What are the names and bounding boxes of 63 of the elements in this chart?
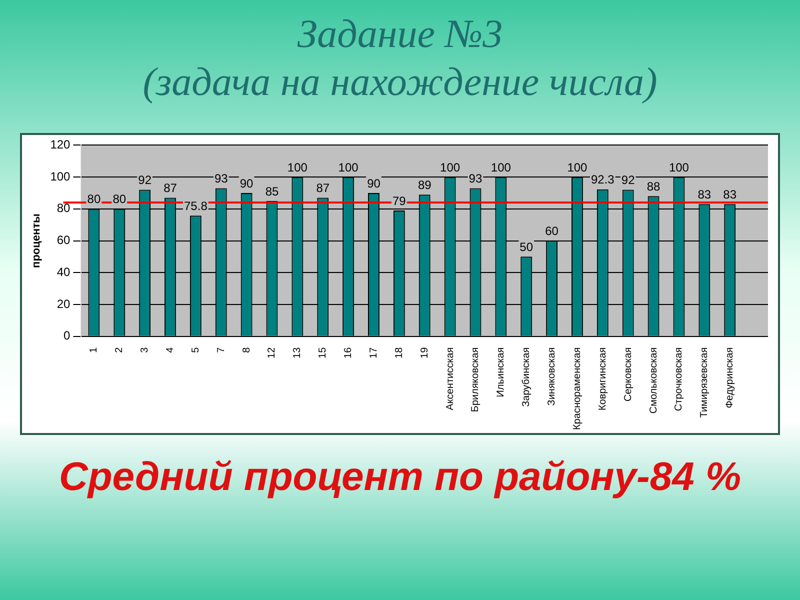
y-tick-label: 120 [50,138,71,152]
data-label: 92 [138,173,152,188]
data-label: 100 [567,160,588,174]
data-label: 100 [440,160,460,174]
x-tick-label: 17 [368,346,380,358]
x-tick-label: Смольковская [648,347,660,414]
x-tick-label: 15 [318,346,329,358]
data-label: 75.8 [184,198,208,213]
x-tick-label: 18 [394,346,405,358]
y-tick-label: 80 [56,201,71,216]
data-label: 83 [698,187,712,202]
data-label: 100 [338,160,359,174]
x-tick-label: 12 [266,346,278,358]
y-tick-label: 0 [64,328,71,343]
x-tick-label: 7 [216,346,227,353]
x-tick-label: Строчковская [674,347,685,412]
data-label: 100 [490,160,512,174]
data-label: 88 [646,179,661,194]
x-tick-label: Федуринская [724,347,736,408]
data-label: 92 [621,173,636,188]
data-label: 85 [265,184,279,198]
x-tick-label: Аксентисская [444,347,456,410]
data-label: 90 [367,176,381,190]
x-tick-label: Зарубинская [521,347,532,407]
y-axis-title: проценты [30,214,43,268]
chart-subtitle: (задача на нахождение числа) [142,58,658,106]
y-tick-label: 40 [56,264,71,279]
data-label: 100 [287,160,308,174]
data-label: 83 [723,187,737,202]
x-tick-label: Зиняковская [546,347,558,406]
data-label: 80 [87,192,101,206]
x-tick-label: 19 [419,346,430,358]
x-tick-label: 3 [140,346,151,353]
x-tick-label: 13 [292,346,304,358]
data-label: 87 [316,181,330,196]
x-tick-label: 8 [241,346,252,353]
chart-title: Задание №3 [296,10,504,58]
data-label: 87 [164,181,178,196]
data-label: 90 [240,176,254,190]
x-tick-label: Ковригинская [597,347,608,410]
text: Средний процент по району-84 % [58,455,742,500]
data-label: 93 [468,172,482,186]
y-tick-label: 100 [50,169,71,184]
data-label: 60 [545,224,559,238]
x-tick-label: Краснораменская [572,347,583,430]
data-label: 50 [520,240,534,254]
x-tick-label: Ильинская [496,347,507,398]
x-tick-label: Тимирязевская [699,347,710,418]
x-tick-label: 4 [165,346,176,353]
y-tick-label: 60 [56,233,71,248]
x-tick-label: Бриляковская [470,347,482,412]
data-label: 93 [214,172,228,186]
x-tick-label: 1 [88,346,100,353]
x-tick-label: 16 [343,346,354,358]
data-label: 80 [112,192,126,206]
x-tick-label: 2 [114,346,126,353]
x-tick-label: Серковская [622,347,634,402]
data-label: 79 [392,194,406,208]
y-tick-label: 20 [56,296,71,311]
data-label: 89 [418,178,432,192]
data-label: 92.3 [590,172,615,187]
data-label: 100 [668,160,690,174]
x-tick-label: 5 [190,346,202,353]
